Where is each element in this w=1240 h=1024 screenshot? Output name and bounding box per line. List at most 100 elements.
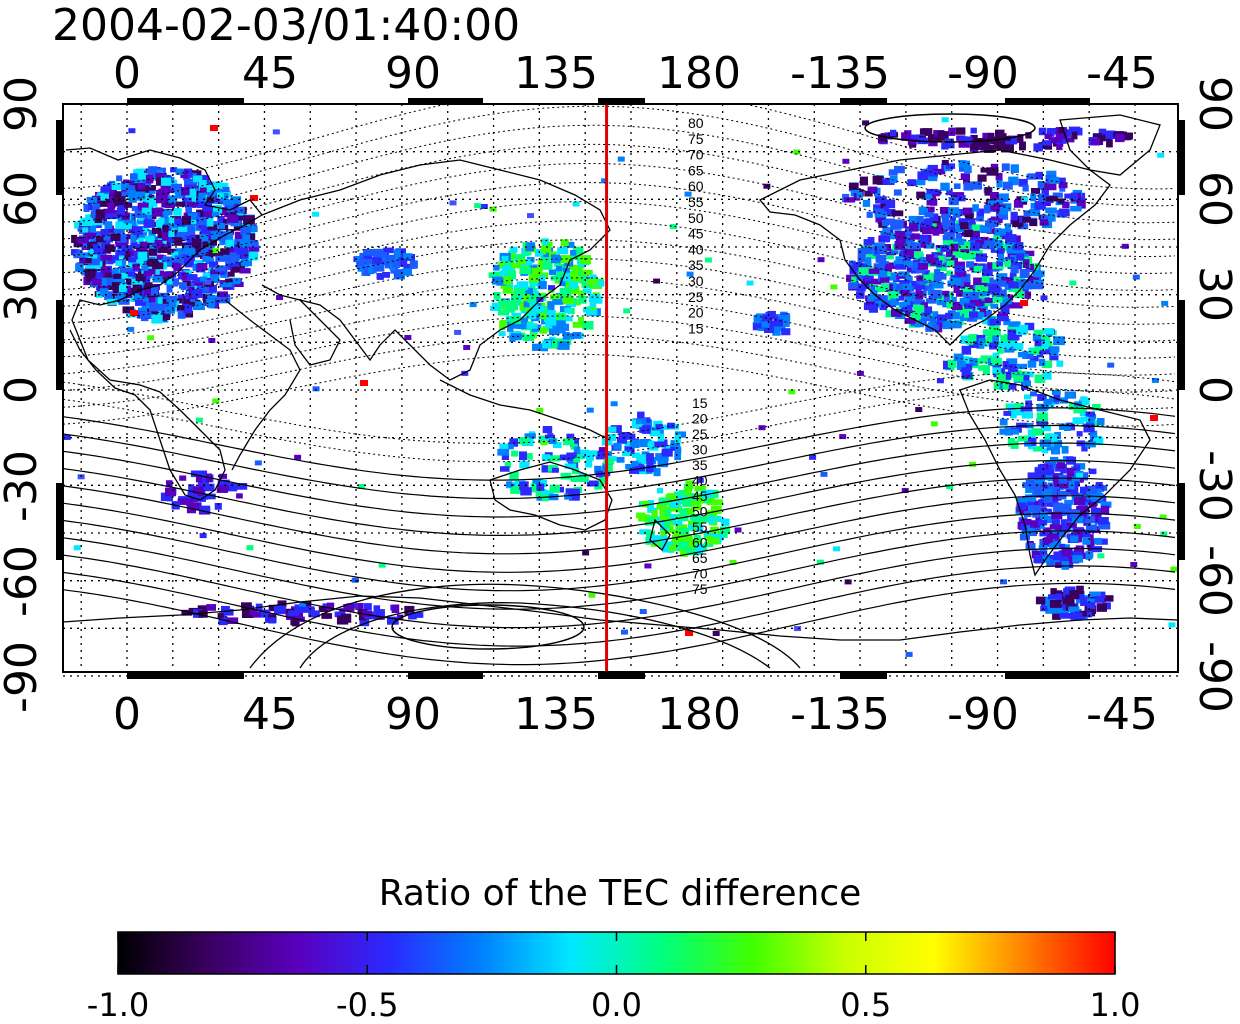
- tec-cell: [176, 232, 186, 240]
- axis-bar-right: [1178, 300, 1185, 390]
- tec-cell: [935, 245, 945, 251]
- tec-cell: [1032, 500, 1042, 510]
- tec-cell: [903, 248, 914, 258]
- tec-cell: [685, 480, 694, 489]
- tec-cell: [1049, 354, 1059, 361]
- lon-tick-top: -45: [1086, 48, 1158, 99]
- tec-cell: [507, 443, 514, 450]
- tec-cell: [246, 225, 258, 232]
- tec-cell: [599, 476, 609, 485]
- tec-cell: [527, 213, 535, 219]
- tec-cell: [830, 284, 838, 290]
- tec-cell: [1003, 410, 1012, 416]
- tec-cell: [542, 261, 553, 270]
- tec-cell: [1045, 342, 1053, 350]
- tec-cell: [1007, 294, 1014, 301]
- contour-label-north: 35: [688, 257, 704, 273]
- tec-cell: [217, 223, 226, 229]
- lon-tick-bottom: -90: [947, 689, 1019, 740]
- tec-cell: [1064, 391, 1077, 399]
- tec-cell: [551, 467, 559, 473]
- tec-cell: [1000, 305, 1010, 314]
- tec-cell: [1037, 507, 1047, 515]
- tec-cell: [993, 382, 1000, 390]
- tec-cell: [96, 232, 103, 239]
- tec-cell: [955, 127, 966, 135]
- tec-cell: [231, 197, 241, 204]
- tec-cell: [358, 259, 365, 267]
- tec-cell: [540, 245, 552, 253]
- contour-label-south: 45: [692, 488, 708, 504]
- tec-cell: [997, 315, 1009, 322]
- tec-cell: [649, 430, 660, 437]
- tec-cell: [990, 357, 1002, 366]
- tec-cell: [946, 301, 953, 309]
- tec-cell: [491, 302, 500, 308]
- contour-label-south: 20: [692, 411, 708, 427]
- tec-cell: [318, 606, 329, 613]
- tec-cell: [393, 249, 401, 258]
- tec-cell: [888, 291, 899, 299]
- tec-cell: [573, 446, 581, 455]
- tec-cell: [79, 257, 89, 263]
- tec-cell: [219, 207, 230, 215]
- tec-cell: [1026, 543, 1036, 551]
- tec-cell: [1016, 283, 1029, 292]
- tec-cell: [177, 498, 189, 505]
- tec-cell: [999, 579, 1007, 585]
- tec-cell: [395, 269, 403, 277]
- tec-cell: [1072, 481, 1080, 487]
- tec-cell: [1013, 276, 1025, 283]
- tec-cell: [368, 265, 377, 274]
- tec-cell: [588, 592, 596, 598]
- magnetic-contour: [63, 182, 1176, 274]
- tec-cell: [695, 543, 705, 550]
- tec-cell: [1047, 434, 1058, 442]
- tec-cell: [135, 273, 146, 282]
- tec-cell: [670, 443, 677, 451]
- tec-cell: [206, 493, 216, 500]
- tec-cell: [572, 321, 584, 328]
- tec-cell: [145, 198, 158, 207]
- tec-cell: [696, 525, 704, 532]
- magnetic-contour: [63, 124, 1176, 224]
- tec-cell: [853, 262, 862, 271]
- coastline-africa-east: [224, 299, 301, 471]
- tec-cell: [1160, 531, 1168, 537]
- tec-cell: [596, 450, 607, 458]
- tec-cell: [644, 419, 653, 428]
- tec-cell: [355, 255, 366, 263]
- tec-cell: [1068, 403, 1077, 410]
- tec-cell: [1022, 482, 1029, 488]
- tec-cell: [781, 328, 791, 336]
- tec-cell: [532, 305, 545, 313]
- tec-cell: [463, 344, 471, 350]
- tec-cell: [357, 603, 364, 611]
- tec-cell: [945, 163, 956, 169]
- tec-cell: [975, 253, 987, 262]
- tec-cell: [559, 454, 570, 461]
- tec-cell: [682, 499, 692, 507]
- tec-cell: [126, 185, 136, 194]
- tec-cell: [867, 237, 875, 245]
- tec-cell: [940, 182, 950, 191]
- tec-cell: [613, 442, 622, 450]
- contour-label-north: 25: [688, 289, 704, 305]
- tec-cell: [936, 260, 943, 268]
- tec-cell: [521, 258, 533, 266]
- tec-cell: [1059, 613, 1071, 619]
- tec-cell: [199, 175, 210, 184]
- tec-cell: [1073, 497, 1086, 506]
- tec-cell: [1063, 588, 1070, 597]
- tec-cell: [712, 630, 720, 636]
- tec-cell: [981, 276, 990, 283]
- tec-cell: [1001, 277, 1012, 284]
- tec-cell: [493, 264, 500, 271]
- tec-cell: [665, 509, 672, 517]
- tec-cell: [572, 332, 582, 339]
- tec-cell: [1051, 519, 1061, 525]
- tec-cell: [573, 452, 585, 460]
- tec-cell: [886, 251, 894, 260]
- contour-layer: [63, 104, 1176, 669]
- tec-cell: [294, 611, 304, 618]
